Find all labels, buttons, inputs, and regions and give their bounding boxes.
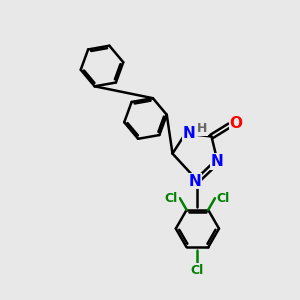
Text: N: N — [189, 174, 201, 189]
Text: Cl: Cl — [165, 192, 178, 205]
Text: O: O — [230, 116, 243, 131]
Text: Cl: Cl — [217, 192, 230, 205]
Text: Cl: Cl — [191, 264, 204, 277]
Text: N: N — [211, 154, 224, 169]
Text: H: H — [197, 122, 207, 136]
Text: N: N — [183, 126, 195, 141]
